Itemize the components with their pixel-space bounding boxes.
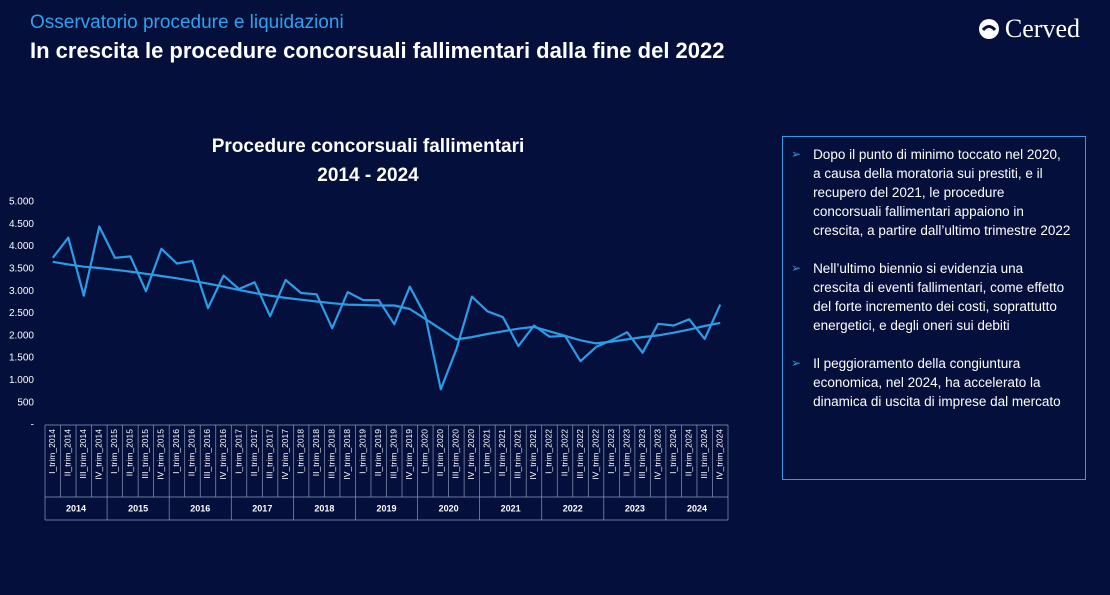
group-label: 2015 [128,503,148,513]
x-tick-label: I_trim_2018 [295,429,305,474]
logo-text: Cerved [1004,14,1080,43]
x-tick-label: III_trim_2021 [513,429,523,479]
x-tick-label: III_trim_2018 [326,429,336,479]
chart: Procedure concorsuali fallimentari 2014 … [9,136,729,521]
x-tick-label: I_trim_2015 [109,429,119,474]
x-tick-label: II_trim_2017 [249,429,259,477]
x-tick-label: II_trim_2021 [497,429,507,477]
y-tick-label: 4.000 [9,241,34,252]
x-tick-label: IV_trim_2022 [590,429,600,480]
x-tick-label: III_trim_2024 [699,429,709,479]
x-tick-label: II_trim_2015 [125,429,135,477]
x-tick-label: III_trim_2020 [451,429,461,479]
group-label: 2023 [625,503,645,513]
x-tick-label: III_trim_2015 [140,429,150,479]
x-tick-label: IV_trim_2016 [218,429,228,480]
x-tick-label: III_trim_2017 [264,429,274,479]
group-label: 2018 [314,503,334,513]
logo: Cerved [977,14,1080,44]
x-tick-label: I_trim_2024 [668,429,678,474]
x-tick-label: IV_trim_2019 [404,429,414,480]
x-tick-label: II_trim_2022 [559,429,569,477]
y-tick-label: 2.500 [9,308,34,319]
bullet-marker: ➢ [791,147,802,161]
logo-icon [978,19,999,39]
group-label: 2020 [439,503,459,513]
bullet-text: Il peggioramento della congiuntura econo… [813,356,1061,409]
x-tick-label: I_trim_2023 [606,429,616,474]
notes-box: ➢ Dopo il punto di minimo toccato nel 202… [782,136,1086,480]
y-tick-label: - [31,420,34,431]
x-tick-label: I_trim_2017 [233,429,243,474]
x-tick-label: II_trim_2016 [187,429,197,477]
x-tick-label: II_trim_2018 [311,429,321,477]
x-tick-label: IV_trim_2024 [714,429,724,480]
x-tick-label: I_trim_2016 [171,429,181,474]
y-tick-label: 500 [17,397,34,408]
chart-title: Procedure concorsuali fallimentari [212,136,525,157]
x-tick-label: III_trim_2016 [202,429,212,479]
x-tick-label: II_trim_2014 [63,429,73,477]
group-label: 2019 [376,503,396,513]
group-label: 2016 [190,503,210,513]
x-tick-label: IV_trim_2020 [466,429,476,480]
x-tick-label: III_trim_2019 [389,429,399,479]
x-tick-label: II_trim_2019 [373,429,383,477]
x-tick-label: IV_trim_2023 [652,429,662,480]
group-label: 2024 [687,503,707,513]
x-tick-label: IV_trim_2015 [156,429,166,480]
y-tick-label: 4.500 [9,219,34,230]
group-label: 2017 [252,503,272,513]
y-tick-label: 3.000 [9,286,34,297]
group-label: 2022 [563,503,583,513]
y-tick-label: 1.000 [9,375,34,386]
y-tick-label: 1.500 [9,353,34,364]
x-tick-label: III_trim_2023 [637,429,647,479]
bullet: ➢ Il peggioramento della congiuntura econ… [791,354,1071,411]
x-tick-label: IV_trim_2014 [94,429,104,480]
x-tick-label: II_trim_2024 [683,429,693,477]
x-tick-label: I_trim_2019 [357,429,367,474]
x-tick-label: III_trim_2022 [575,429,585,479]
bullet-text: Nell’ultimo biennio si evidenzia una cre… [813,261,1065,333]
bullet-text: Dopo il punto di minimo toccato nel 2020… [813,147,1071,238]
group-label: 2014 [66,503,86,513]
data-line [52,260,721,345]
bullet: ➢ Dopo il punto di minimo toccato nel 202… [791,145,1071,240]
bullet-marker: ➢ [791,261,802,275]
bullet: ➢ Nell’ultimo biennio si evidenzia una cr… [791,259,1071,335]
x-tick-label: III_trim_2014 [78,429,88,479]
slide-title: In crescita le procedure concorsuali fal… [30,38,725,63]
x-tick-label: I_trim_2014 [47,429,57,474]
chart-subtitle: 2014 - 2024 [317,165,419,186]
y-tick-label: 3.500 [9,264,34,275]
x-tick-label: I_trim_2022 [544,429,554,474]
x-tick-label: I_trim_2020 [420,429,430,474]
x-tick-label: II_trim_2023 [621,429,631,477]
group-label: 2021 [501,503,521,513]
y-tick-label: 5.000 [9,197,34,208]
data-line [51,225,722,391]
y-tick-label: 2.000 [9,330,34,341]
x-tick-label: IV_trim_2017 [280,429,290,480]
x-tick-label: II_trim_2020 [435,429,445,477]
x-tick-label: IV_trim_2021 [528,429,538,480]
x-tick-label: I_trim_2021 [482,429,492,474]
bullet-marker: ➢ [791,356,802,370]
slide-subtitle: Osservatorio procedure e liquidazioni [30,12,344,33]
x-tick-label: IV_trim_2018 [342,429,352,480]
